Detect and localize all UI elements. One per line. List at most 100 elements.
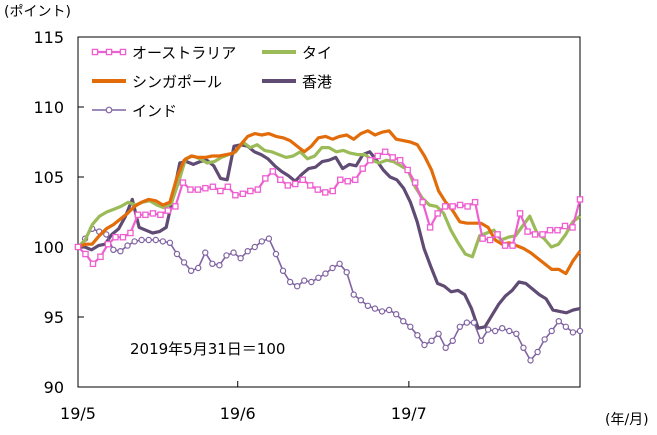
series-0-point	[262, 175, 269, 182]
series-2-point	[392, 311, 400, 318]
series-0-point	[172, 203, 179, 210]
series-0-point	[97, 253, 104, 261]
series-0-point	[539, 231, 546, 238]
series-2-point	[421, 341, 428, 349]
series-2-point	[513, 330, 520, 337]
series-0-point	[561, 222, 569, 230]
series-2-point	[378, 308, 386, 315]
series-0-point	[254, 186, 262, 193]
series-2-point	[428, 337, 435, 344]
series-0-point	[426, 224, 434, 231]
series-2-point	[180, 259, 188, 266]
series-0-point	[411, 179, 419, 186]
series-0-point	[569, 224, 576, 231]
y-tick-label: 110	[33, 98, 64, 117]
series-2-point	[534, 348, 541, 356]
series-2-point	[166, 239, 174, 246]
series-2-point	[343, 269, 350, 276]
legend-label: オーストラリア	[132, 44, 236, 62]
series-2-point	[484, 326, 492, 333]
y-tick-label: 105	[33, 168, 64, 187]
legend-item-0: オーストラリア	[91, 44, 236, 62]
series-2-point	[216, 262, 223, 269]
series-2-point	[576, 327, 584, 335]
series-2-point	[308, 278, 315, 286]
legend-marker	[105, 106, 113, 114]
series-2-point	[491, 327, 499, 335]
series-0-point	[202, 184, 209, 192]
series-0-point	[494, 231, 501, 238]
series-0-point	[74, 243, 82, 251]
y-unit-label: (ポイント)	[4, 4, 71, 20]
y-tick-label: 115	[33, 28, 64, 47]
series-2-point	[562, 323, 570, 330]
series-2-point	[230, 249, 237, 256]
series-0-point	[381, 148, 389, 156]
series-0-point	[351, 176, 359, 184]
legend-label: インド	[132, 102, 177, 120]
series-1	[77, 129, 582, 276]
legend-item-2: インド	[92, 102, 177, 120]
series-0-point	[366, 156, 374, 164]
series-2-point	[520, 344, 527, 351]
series-2-point	[569, 329, 577, 336]
series-0-point	[434, 210, 441, 217]
series-0-point	[404, 166, 411, 174]
series-2-point	[435, 330, 442, 337]
series-2-point	[173, 250, 181, 258]
series-2-point	[506, 327, 513, 335]
series-0-point	[576, 196, 584, 203]
legend-marker	[91, 48, 99, 56]
series-4-line	[78, 143, 581, 330]
series-4	[78, 143, 581, 330]
chart-annotation: 2019年5月31日＝100	[130, 340, 285, 358]
x-tick-label: 19/7	[391, 404, 427, 423]
series-2-point	[202, 249, 209, 256]
x-tick-label: 19/6	[220, 404, 256, 423]
series-2-point	[322, 270, 329, 277]
series-0-point	[119, 233, 127, 241]
legend-label: タイ	[302, 44, 332, 62]
series-0-point	[456, 201, 464, 209]
series-2-point	[265, 235, 273, 242]
series-0-point	[299, 176, 307, 184]
series-2-point	[555, 318, 562, 325]
series-0-point	[509, 242, 516, 249]
series-0-point	[441, 203, 449, 210]
legend-label: 香港	[302, 73, 332, 91]
series-2-point	[456, 323, 464, 330]
series-0-point	[217, 187, 224, 195]
series-0-point	[247, 187, 254, 195]
series-2-point	[541, 336, 548, 343]
series-2-point	[499, 325, 506, 332]
series-0-point	[164, 207, 172, 214]
series-0-point	[531, 231, 539, 238]
series-1-line	[77, 129, 582, 276]
series-2-point	[223, 252, 230, 259]
series-2-point	[138, 236, 145, 244]
x-tick-label: 19/5	[60, 404, 96, 423]
legend-marker	[119, 48, 127, 56]
y-axis: 90 95 100 105 110 115	[33, 28, 84, 397]
series-0-point	[359, 165, 366, 172]
series-0-point	[292, 180, 299, 188]
series-2-point	[371, 305, 379, 312]
series-0-point	[396, 156, 404, 164]
series-2-point	[110, 246, 117, 253]
series-2-point	[414, 332, 421, 339]
y-tick-label: 100	[33, 238, 64, 257]
series-0-point	[486, 236, 494, 244]
series-0-point	[209, 183, 217, 191]
series-2-point	[293, 283, 301, 290]
series-0-point	[142, 211, 149, 219]
series-2-point	[124, 242, 131, 249]
legend-item-3: タイ	[262, 44, 332, 62]
series-2-point	[258, 238, 266, 245]
series-2-point	[364, 302, 372, 309]
series-2-point	[272, 250, 280, 258]
series-2-point	[315, 274, 322, 281]
series-0-point	[336, 176, 344, 184]
series-2-point	[237, 255, 244, 262]
series-0-point	[157, 211, 164, 219]
